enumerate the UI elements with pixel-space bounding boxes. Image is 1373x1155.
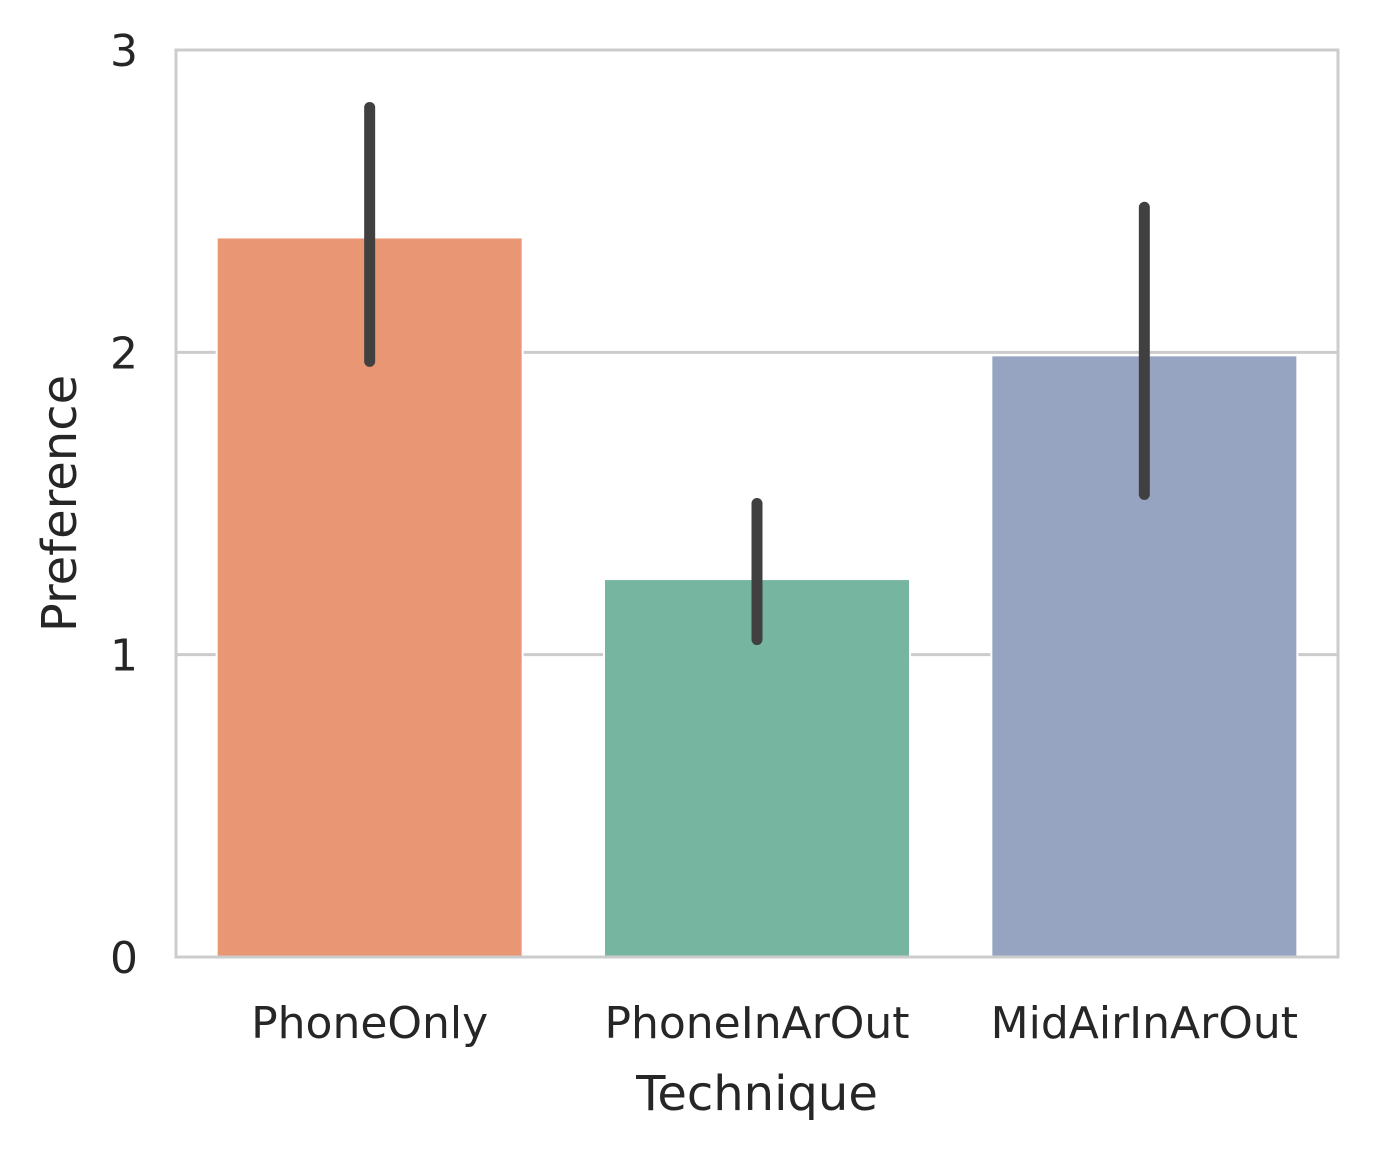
y-tick-label-2: 2: [110, 328, 138, 379]
x-axis-label: Technique: [635, 1066, 878, 1122]
x-tick-labels: PhoneOnly PhoneInArOut MidAirInArOut: [251, 998, 1298, 1049]
x-tick-label-2: MidAirInArOut: [991, 998, 1298, 1049]
y-axis-label: Preference: [32, 375, 88, 632]
y-tick-label-0: 0: [110, 933, 138, 984]
error-bars: [364, 101, 1150, 646]
x-tick-label-1: PhoneInArOut: [604, 998, 909, 1049]
plot-frame: [174, 48, 1340, 959]
y-tick-labels: 0 1 2 3: [110, 26, 138, 984]
x-tick-label-0: PhoneOnly: [251, 998, 488, 1049]
y-tick-label-3: 3: [110, 26, 138, 77]
y-tick-label-1: 1: [110, 631, 138, 682]
